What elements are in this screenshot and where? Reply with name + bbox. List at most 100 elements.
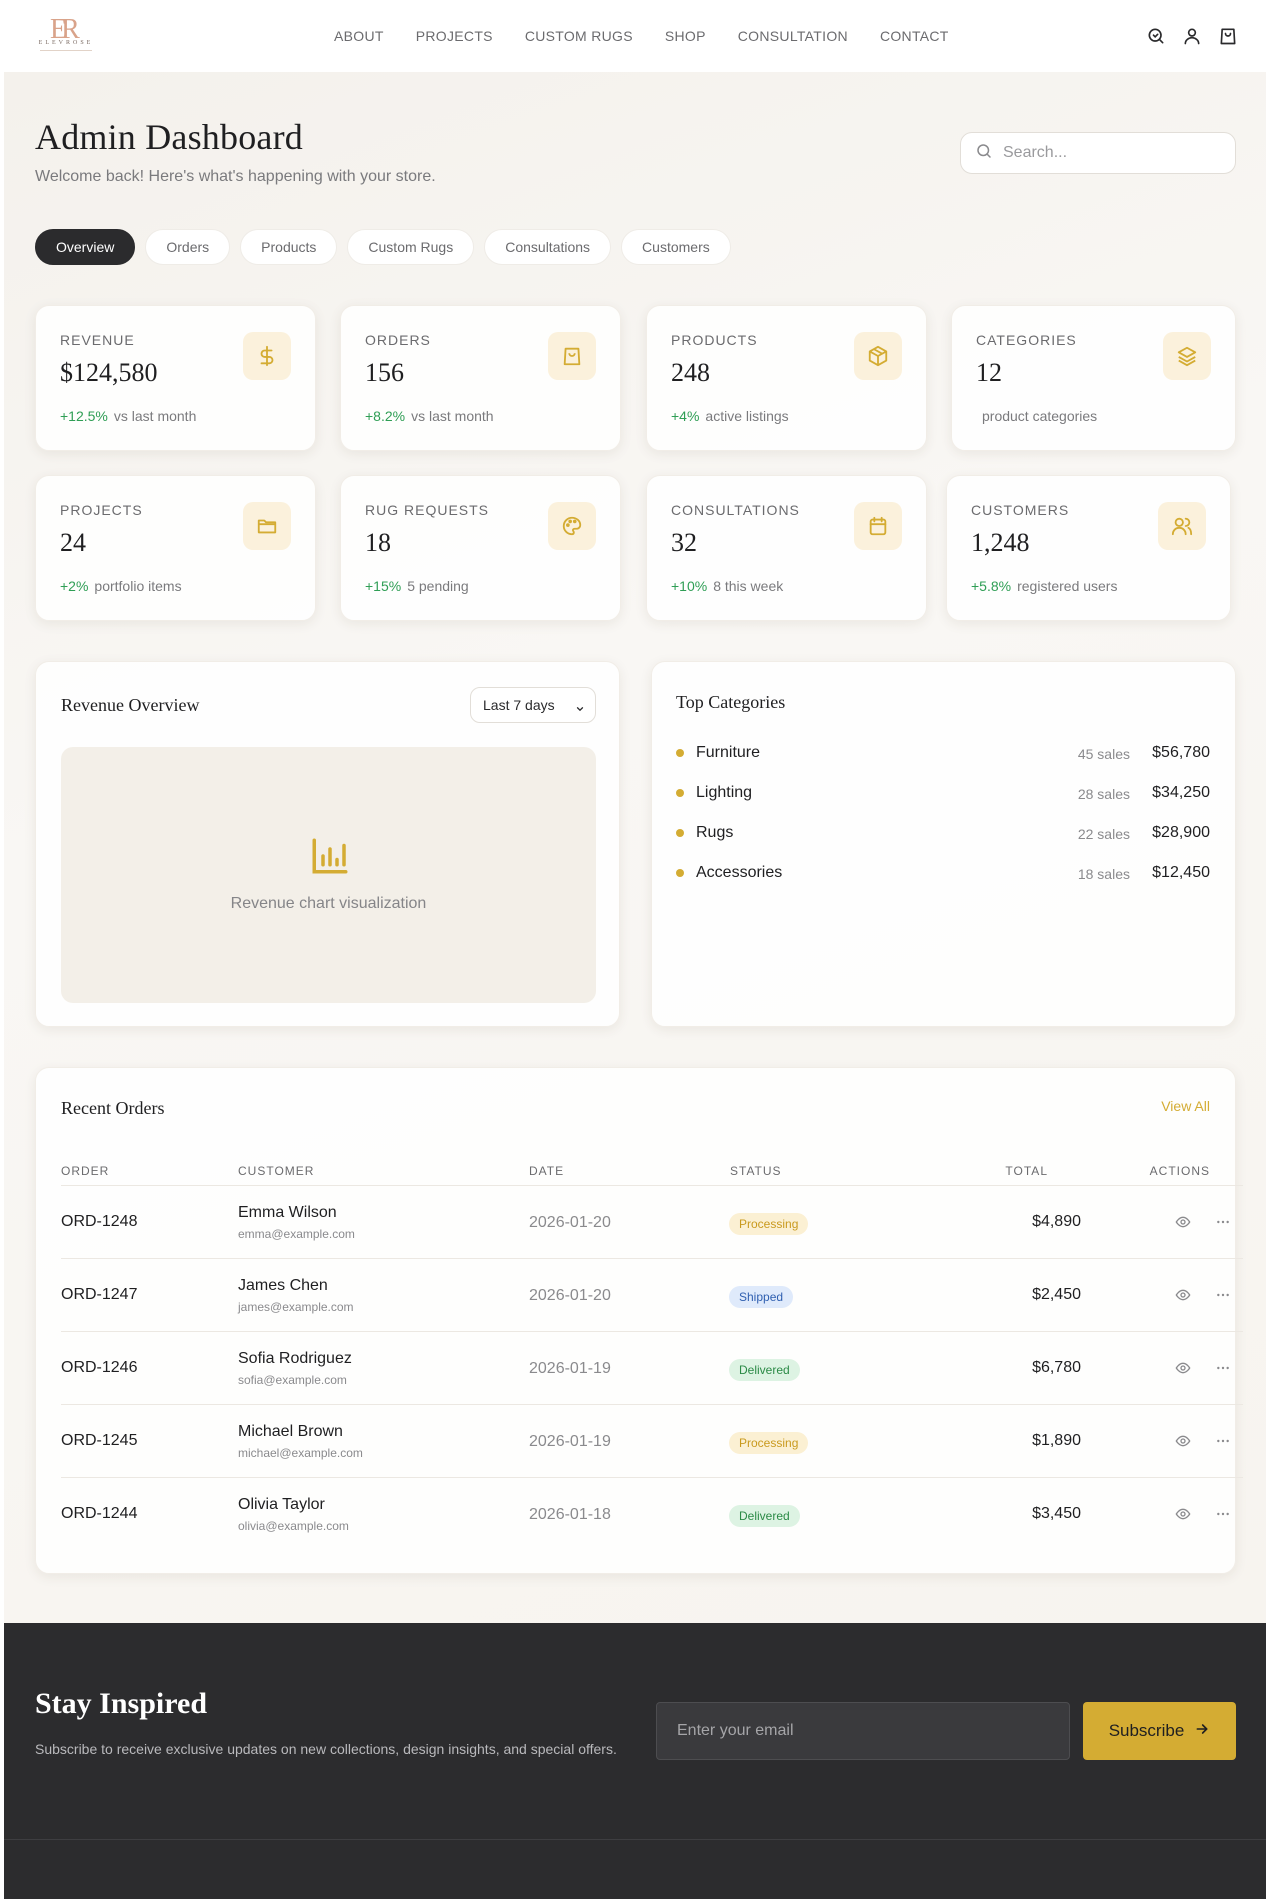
brand-logo[interactable]: ER ELEVROSE: [26, 14, 106, 56]
status-badge: Processing: [729, 1213, 809, 1235]
page-title: Admin Dashboard: [35, 117, 303, 157]
layers-icon: [1163, 332, 1211, 380]
table-row: ORD-1245 Michael Brown michael@example.c…: [61, 1404, 1243, 1477]
order-id[interactable]: ORD-1248: [61, 1213, 138, 1230]
order-date: 2026-01-19: [529, 1360, 611, 1377]
stat-card-projects: PROJECTS 24 +2% portfolio items: [35, 475, 316, 621]
arrow-right-icon: [1194, 1721, 1210, 1742]
customer-name: Sofia Rodriguez: [238, 1350, 352, 1367]
eye-icon[interactable]: [1175, 1287, 1193, 1305]
subscribe-button[interactable]: Subscribe: [1083, 1702, 1236, 1760]
more-options-icon[interactable]: [1215, 1287, 1233, 1305]
bullet-dot: [676, 749, 684, 757]
tab-customers[interactable]: Customers: [621, 229, 731, 265]
stat-note: vs last month: [113, 408, 197, 424]
stat-note: 5 pending: [407, 578, 469, 594]
stat-value: 1,248: [971, 528, 1030, 557]
footer-divider: [4, 1839, 1266, 1840]
category-row[interactable]: Furniture 45 sales $56,780: [676, 742, 1210, 766]
nav-item-projects[interactable]: PROJECTS: [415, 28, 493, 44]
more-options-icon[interactable]: [1215, 1433, 1233, 1451]
order-total: $2,450: [1032, 1286, 1081, 1303]
eye-icon[interactable]: [1175, 1433, 1193, 1451]
shopping-bag-icon[interactable]: [1218, 26, 1238, 46]
tab-custom-rugs[interactable]: Custom Rugs: [347, 229, 475, 265]
category-amount: $56,780: [1152, 744, 1210, 761]
nav-item-contact[interactable]: CONTACT: [879, 28, 949, 44]
stat-label: CUSTOMERS: [971, 502, 1070, 518]
customer-name: Emma Wilson: [238, 1204, 337, 1221]
stat-note: active listings: [705, 408, 789, 424]
order-id[interactable]: ORD-1245: [61, 1432, 138, 1449]
newsletter-subtitle: Subscribe to receive exclusive updates o…: [35, 1741, 617, 1757]
newsletter-footer: Stay Inspired Subscribe to receive exclu…: [4, 1623, 1266, 1899]
stat-label: CONSULTATIONS: [671, 502, 800, 518]
users-icon: [1158, 502, 1206, 550]
tab-consultations[interactable]: Consultations: [484, 229, 612, 265]
order-total: $3,450: [1032, 1505, 1081, 1522]
category-row[interactable]: Rugs 22 sales $28,900: [676, 822, 1210, 846]
customer-name: Olivia Taylor: [238, 1496, 325, 1513]
order-date: 2026-01-18: [529, 1506, 611, 1523]
category-name: Lighting: [696, 784, 753, 801]
table-row: ORD-1244 Olivia Taylor olivia@example.co…: [61, 1477, 1243, 1550]
search-input[interactable]: [1003, 144, 1223, 162]
stat-label: PRODUCTS: [671, 332, 758, 348]
email-field[interactable]: [656, 1702, 1070, 1760]
more-options-icon[interactable]: [1215, 1214, 1233, 1232]
eye-icon[interactable]: [1175, 1214, 1193, 1232]
column-header-order: ORDER: [61, 1164, 110, 1178]
order-date: 2026-01-20: [529, 1214, 611, 1231]
tab-orders[interactable]: Orders: [145, 229, 231, 265]
stat-note: portfolio items: [94, 578, 182, 594]
more-options-icon[interactable]: [1215, 1360, 1233, 1378]
category-row[interactable]: Lighting 28 sales $34,250: [676, 782, 1210, 806]
stat-label: PROJECTS: [60, 502, 143, 518]
nav-item-custom-rugs[interactable]: CUSTOM RUGS: [524, 28, 633, 44]
more-options-icon[interactable]: [1215, 1506, 1233, 1524]
status-badge: Delivered: [729, 1359, 800, 1381]
stat-change: +12.5%: [60, 408, 108, 424]
category-name: Rugs: [696, 824, 734, 841]
stat-change: +4%: [671, 408, 700, 424]
logo-rule: [40, 50, 92, 52]
stat-value: 248: [671, 358, 710, 387]
eye-icon[interactable]: [1175, 1506, 1193, 1524]
table-row: ORD-1246 Sofia Rodriguez sofia@example.c…: [61, 1331, 1243, 1404]
stat-note: 8 this week: [713, 578, 784, 594]
column-header-customer: CUSTOMER: [238, 1164, 315, 1178]
category-sales: 28 sales: [1077, 786, 1130, 802]
order-id[interactable]: ORD-1246: [61, 1359, 138, 1376]
column-header-date: DATE: [529, 1164, 565, 1178]
order-id[interactable]: ORD-1247: [61, 1286, 138, 1303]
order-total: $4,890: [1032, 1213, 1081, 1230]
recent-orders-card: Recent Orders View All ORDER CUSTOMER DA…: [35, 1067, 1243, 1574]
stat-card-revenue: REVENUE $124,580 +12.5% vs last month: [35, 305, 316, 451]
customer-email: michael@example.com: [238, 1446, 363, 1460]
order-total: $6,780: [1032, 1359, 1081, 1376]
stat-label: RUG REQUESTS: [365, 502, 490, 518]
stat-change: +10%: [671, 578, 708, 594]
category-amount: $34,250: [1152, 784, 1210, 801]
range-select[interactable]: Last 7 days: [470, 687, 596, 723]
header-actions: [1146, 26, 1238, 46]
tab-products[interactable]: Products: [240, 229, 338, 265]
revenue-chart-placeholder: Revenue chart visualization: [61, 747, 596, 1003]
customer-name: James Chen: [238, 1277, 328, 1294]
bullet-dot: [676, 829, 684, 837]
search-icon[interactable]: [1146, 26, 1166, 46]
nav-item-about[interactable]: ABOUT: [334, 28, 384, 44]
top-categories-card: Top Categories Furniture 45 sales $56,78…: [651, 661, 1236, 1027]
stat-card-consultations: CONSULTATIONS 32 +10% 8 this week: [646, 475, 927, 621]
view-all-link[interactable]: View All: [1161, 1098, 1210, 1114]
stat-note: product categories: [982, 408, 1098, 424]
nav-item-shop[interactable]: SHOP: [664, 28, 706, 44]
nav-item-consultation[interactable]: CONSULTATION: [737, 28, 848, 44]
eye-icon[interactable]: [1175, 1360, 1193, 1378]
order-id[interactable]: ORD-1244: [61, 1505, 138, 1522]
user-icon[interactable]: [1182, 26, 1202, 46]
tab-overview[interactable]: Overview: [35, 229, 136, 265]
folder-icon: [243, 502, 291, 550]
category-row[interactable]: Accessories 18 sales $12,450: [676, 862, 1210, 886]
table-row: ORD-1248 Emma Wilson emma@example.com 20…: [61, 1185, 1243, 1258]
